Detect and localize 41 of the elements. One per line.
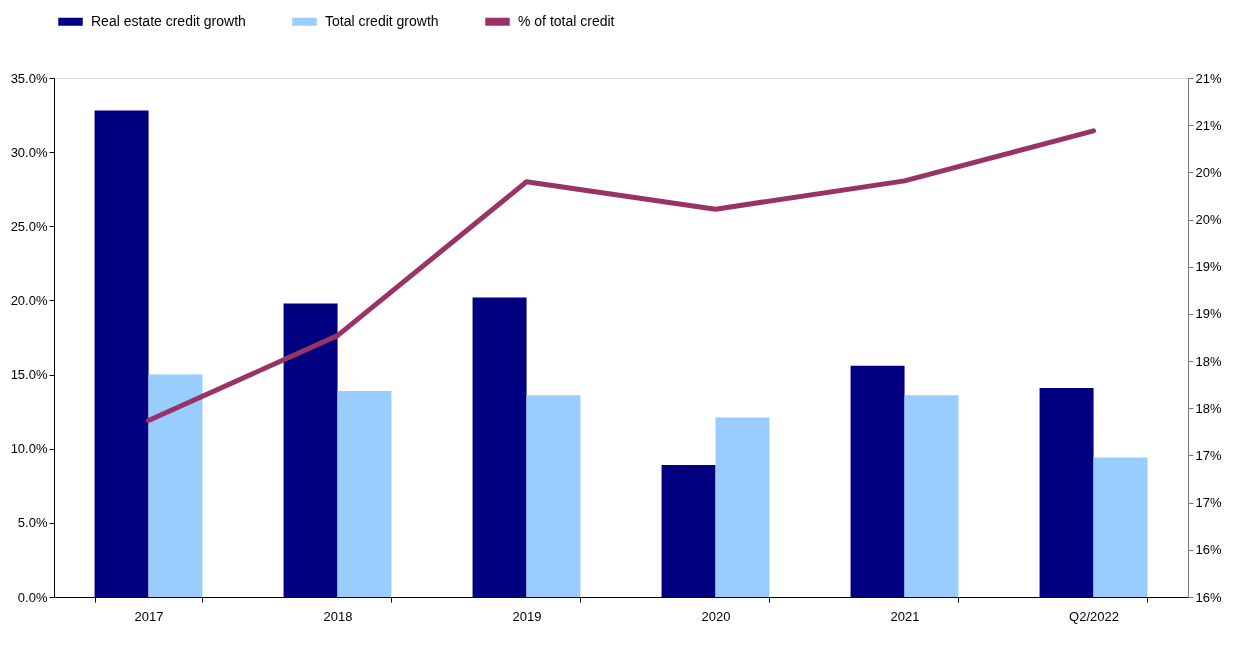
y-tick-label: 15.0% (10, 367, 48, 383)
y-tick-label: 25.0% (10, 218, 48, 234)
legend-label: % of total credit (518, 12, 615, 29)
legend-label: Total credit growth (325, 12, 439, 29)
y2-tick-label: 21% (1195, 70, 1222, 86)
y2-tick-label: 16% (1195, 542, 1222, 558)
bar (283, 303, 338, 597)
y2-tick-label: 17% (1195, 447, 1222, 463)
x-tick-label: Q2/2022 (1069, 608, 1119, 624)
y-tick-label: 30.0% (10, 144, 48, 160)
y2-tick-label: 17% (1195, 495, 1222, 511)
y-tick-label: 35.0% (10, 70, 48, 86)
bar (526, 395, 581, 597)
y2-tick-label: 16% (1195, 589, 1222, 605)
x-tick-label: 2020 (701, 608, 731, 624)
y2-tick-label: 18% (1195, 400, 1222, 416)
bar (472, 297, 527, 597)
bar (661, 465, 716, 597)
y2-tick-label: 19% (1195, 306, 1222, 322)
x-tick-label: 2019 (512, 608, 542, 624)
y-tick-label: 5.0% (17, 515, 48, 531)
y-tick-label: 10.0% (10, 441, 48, 457)
y2-tick-label: 20% (1195, 212, 1222, 228)
bar (1093, 457, 1148, 597)
y-tick-label: 20.0% (10, 292, 48, 308)
legend-label: Real estate credit growth (91, 12, 246, 29)
bar (850, 365, 905, 597)
y2-tick-label: 18% (1195, 353, 1222, 369)
x-tick-label: 2018 (323, 608, 353, 624)
y2-tick-label: 19% (1195, 259, 1222, 275)
y2-tick-label: 20% (1195, 164, 1222, 180)
y-tick-label: 0.0% (17, 589, 48, 605)
bar (715, 417, 770, 597)
bar (148, 374, 203, 597)
y2-tick-label: 21% (1195, 117, 1222, 133)
bar (94, 110, 149, 597)
bar (1039, 387, 1094, 597)
x-tick-label: 2021 (890, 608, 920, 624)
x-tick-label: 2017 (134, 608, 164, 624)
bar (337, 390, 392, 597)
bar (904, 395, 959, 597)
